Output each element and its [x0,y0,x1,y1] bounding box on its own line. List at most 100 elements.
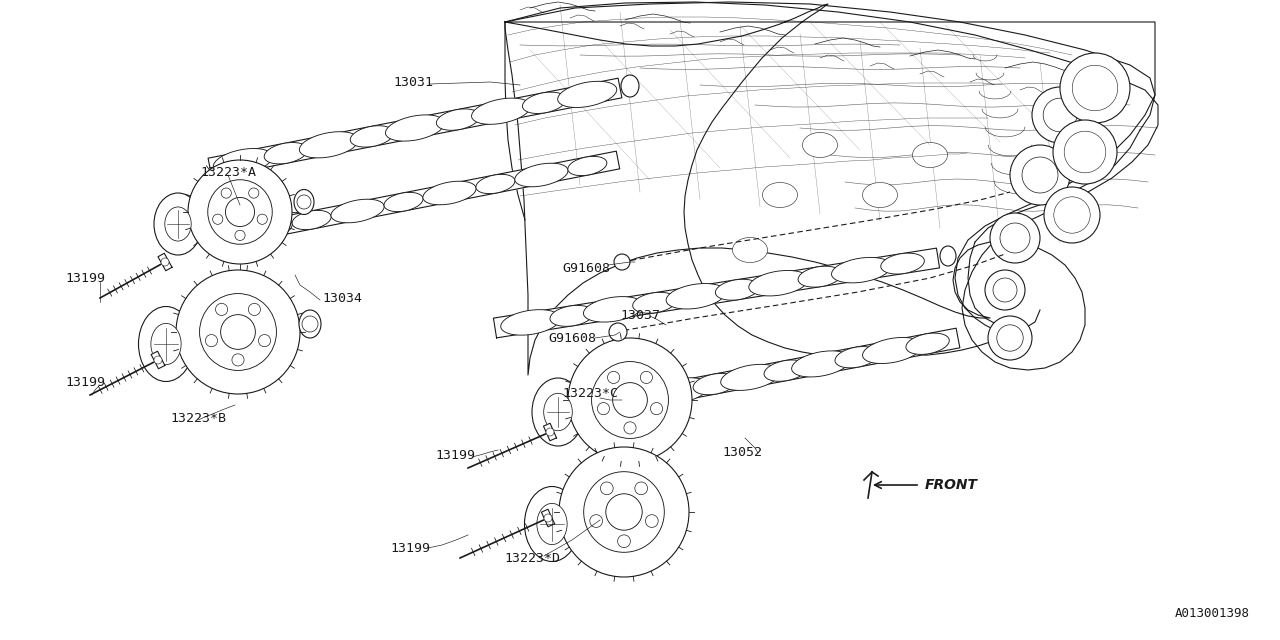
Circle shape [614,254,630,270]
Circle shape [220,315,256,349]
Ellipse shape [913,143,947,168]
Ellipse shape [300,132,358,158]
Circle shape [1060,53,1130,123]
Circle shape [1053,197,1091,233]
Circle shape [645,515,658,527]
Circle shape [1073,65,1117,111]
Ellipse shape [650,378,709,404]
Ellipse shape [764,360,808,381]
Ellipse shape [292,211,332,230]
Ellipse shape [525,486,580,561]
Text: G91608: G91608 [548,332,596,344]
Text: 13199: 13199 [435,449,475,461]
Circle shape [1064,131,1106,173]
Circle shape [257,214,268,225]
Polygon shape [506,2,1158,375]
Polygon shape [544,423,557,441]
Ellipse shape [863,182,897,207]
Ellipse shape [732,237,768,262]
Circle shape [598,403,609,415]
Text: 13031: 13031 [393,76,433,88]
Circle shape [590,515,603,527]
Circle shape [1021,157,1059,193]
Circle shape [1053,120,1117,184]
Ellipse shape [471,98,531,124]
Circle shape [547,428,554,436]
Ellipse shape [264,143,307,164]
Circle shape [221,188,232,198]
Text: 13037: 13037 [620,308,660,321]
Circle shape [259,335,270,347]
Circle shape [1010,145,1070,205]
Ellipse shape [666,284,726,309]
Circle shape [1032,87,1088,143]
Polygon shape [576,328,960,420]
Circle shape [605,494,643,530]
Circle shape [591,362,668,438]
Ellipse shape [500,310,561,335]
Text: 13223*D: 13223*D [504,552,561,564]
Ellipse shape [881,253,924,274]
Polygon shape [493,248,940,338]
Ellipse shape [716,279,759,300]
Ellipse shape [832,257,891,283]
Circle shape [212,214,223,225]
Circle shape [1043,98,1076,132]
Ellipse shape [165,207,191,241]
Ellipse shape [151,323,182,365]
Text: 13223*B: 13223*B [170,412,227,424]
Ellipse shape [835,346,878,368]
Circle shape [248,303,260,316]
Ellipse shape [803,132,837,157]
Ellipse shape [536,504,567,545]
Circle shape [623,422,636,434]
Circle shape [161,258,169,266]
Circle shape [618,535,630,548]
Ellipse shape [550,305,594,326]
Ellipse shape [476,174,515,194]
Ellipse shape [522,92,566,113]
Circle shape [568,338,692,462]
Polygon shape [233,151,620,244]
Ellipse shape [138,307,193,381]
Ellipse shape [532,378,584,446]
Text: 13199: 13199 [390,541,430,554]
Circle shape [302,316,317,332]
Ellipse shape [632,292,676,313]
Polygon shape [157,253,172,271]
Circle shape [544,514,552,522]
Ellipse shape [749,271,808,296]
Circle shape [1044,187,1100,243]
Ellipse shape [384,193,422,212]
Circle shape [613,383,648,417]
Circle shape [200,294,276,371]
Circle shape [993,278,1018,302]
Ellipse shape [332,199,384,223]
Circle shape [584,472,664,552]
Text: G91608: G91608 [562,262,611,275]
Circle shape [997,325,1023,351]
Ellipse shape [351,125,394,147]
Circle shape [1000,223,1030,253]
Ellipse shape [579,391,637,417]
Ellipse shape [692,373,736,395]
Text: 13199: 13199 [65,271,105,285]
Ellipse shape [863,337,922,364]
Circle shape [225,198,255,227]
Circle shape [635,482,648,495]
Ellipse shape [214,148,273,175]
Polygon shape [541,509,554,527]
Circle shape [188,160,292,264]
Text: 13223*A: 13223*A [200,166,256,179]
Circle shape [236,230,244,241]
Ellipse shape [294,189,314,214]
Text: FRONT: FRONT [925,478,978,492]
Ellipse shape [799,266,842,287]
Polygon shape [209,78,622,178]
Circle shape [154,356,163,364]
Circle shape [986,270,1025,310]
Circle shape [177,270,300,394]
Circle shape [600,482,613,495]
Ellipse shape [154,193,202,255]
Circle shape [215,303,228,316]
